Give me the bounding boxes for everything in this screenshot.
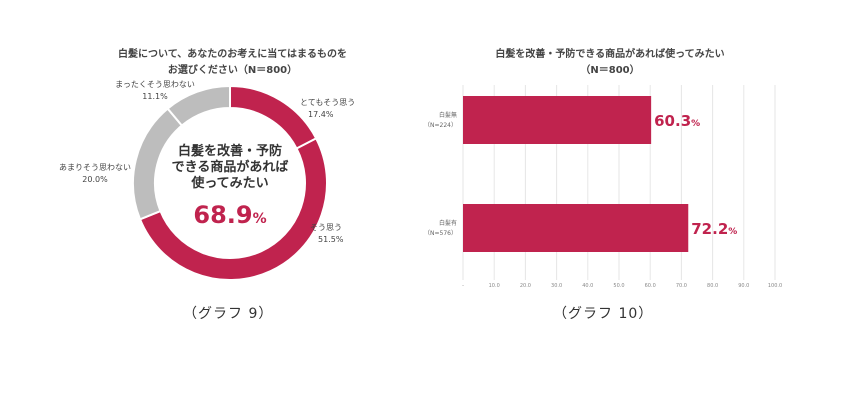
donut-center-value: 68.9% bbox=[193, 201, 266, 229]
bar-1 bbox=[463, 204, 689, 252]
donut-title-line1: 白髪について、あなたのお考えに当てはまるものを bbox=[118, 49, 347, 60]
bar-xtick-label-8: 80.0 bbox=[707, 283, 718, 289]
donut-slice-value-1: 51.5% bbox=[318, 235, 344, 244]
donut-center-value-unit: % bbox=[253, 211, 267, 227]
donut-slice-value-3: 11.1% bbox=[142, 92, 168, 101]
bar-category-label-0: 白髪無 bbox=[439, 111, 457, 119]
graph-10-caption: （グラフ 10） bbox=[553, 306, 654, 322]
donut-title-line2: お選びください（N＝800） bbox=[167, 65, 298, 76]
bar-value-number-1: 72.2 bbox=[691, 220, 728, 238]
bar-xtick-label-4: 40.0 bbox=[582, 283, 593, 289]
graph-9-caption: （グラフ 9） bbox=[183, 306, 274, 322]
bar-xtick-label-3: 30.0 bbox=[551, 283, 562, 289]
donut-slice-label-2: あまりそう思わない bbox=[59, 163, 131, 172]
donut-chart-title: 白髪について、あなたのお考えに当てはまるものを お選びください（N＝800） bbox=[95, 47, 370, 79]
donut-slice-label-1: そう思う bbox=[310, 223, 342, 232]
bar-xtick-label-10: 100.0 bbox=[768, 283, 782, 289]
donut-slice-label-3: まったくそう思わない bbox=[115, 80, 195, 89]
donut-center-value-number: 68.9 bbox=[193, 201, 252, 229]
bar-0 bbox=[463, 96, 652, 144]
bar-value-label-0: 60.3% bbox=[654, 112, 700, 130]
donut-slice-3 bbox=[166, 84, 231, 127]
donut-center-line-1: できる商品があれば bbox=[172, 159, 289, 175]
bar-xtick-label-7: 70.0 bbox=[676, 283, 687, 289]
bar-category-label-1: 白髪有 bbox=[439, 219, 457, 227]
bar-xtick-label-6: 60.0 bbox=[645, 283, 656, 289]
bar-category-n-0: （N=224） bbox=[424, 122, 457, 129]
bar-xtick-label-1: 10.0 bbox=[489, 283, 500, 289]
donut-slice-1 bbox=[138, 137, 328, 281]
donut-center-line-2: 使ってみたい bbox=[190, 175, 268, 191]
bar-title-line1: 白髪を改善・予防できる商品があれば使ってみたい bbox=[495, 49, 725, 60]
bar-value-number-0: 60.3 bbox=[654, 112, 691, 130]
bar-title-line2: （N＝800） bbox=[580, 65, 640, 76]
bar-xtick-label-0: - bbox=[462, 283, 464, 289]
bar-xtick-label-2: 20.0 bbox=[520, 283, 531, 289]
donut-slice-value-0: 17.4% bbox=[308, 110, 334, 119]
bar-value-unit-1: % bbox=[728, 227, 737, 237]
bar-value-unit-0: % bbox=[691, 119, 700, 129]
donut-chart: とてもそう思う 17.4% そう思う 51.5% あまりそう思わない 20.0% まったくそ… bbox=[59, 80, 355, 281]
bar-xtick-label-9: 90.0 bbox=[738, 283, 749, 289]
donut-slice-label-0: とてもそう思う bbox=[300, 98, 355, 107]
donut-center-line-0: 白髪を改善・予防 bbox=[178, 143, 282, 159]
donut-slice-value-2: 20.0% bbox=[82, 175, 108, 184]
bar-category-n-1: （N=576） bbox=[424, 230, 457, 237]
bar-chart: - 10.0 20.0 30.0 40.0 50.0 60.0 70.0 80.0 90.0 100… bbox=[424, 85, 782, 289]
donut-slice-0 bbox=[229, 84, 318, 150]
bar-value-label-1: 72.2% bbox=[691, 220, 737, 238]
bar-xtick-label-5: 50.0 bbox=[613, 283, 624, 289]
bar-chart-title: 白髪を改善・予防できる商品があれば使ってみたい （N＝800） bbox=[440, 47, 780, 79]
